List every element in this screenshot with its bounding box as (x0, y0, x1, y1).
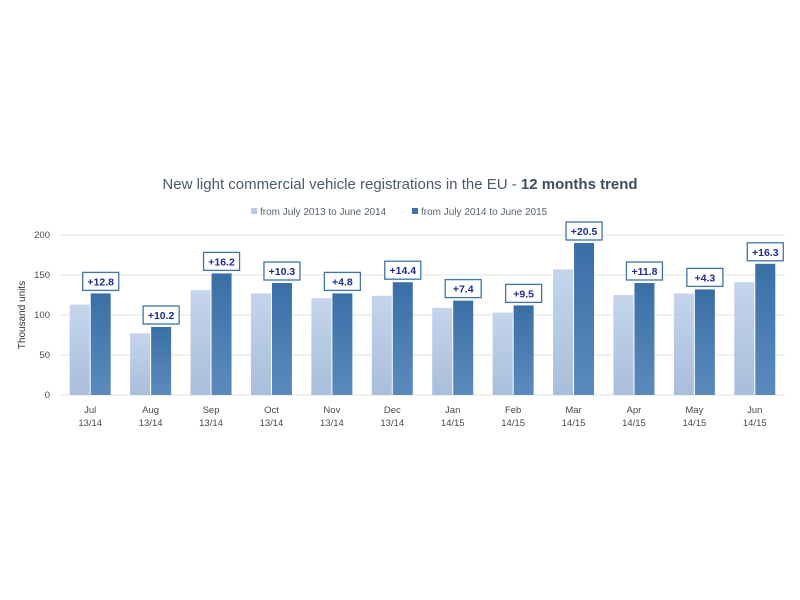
grid-lines (60, 234, 785, 396)
x-tick-label: Aug (142, 405, 159, 416)
bar-2013-14 (734, 282, 755, 395)
bar-2013-14 (553, 269, 574, 395)
x-tick-sublabel: 14/15 (622, 418, 646, 429)
change-label: +4.8 (332, 276, 353, 288)
y-tick-label: 100 (34, 310, 50, 321)
bar-2014-15 (755, 263, 776, 395)
change-label-box (565, 221, 603, 241)
y-tick-labels: 0 50 100 150 200 (34, 230, 50, 401)
bar-2014-15 (151, 327, 172, 395)
change-label-box (686, 267, 724, 288)
x-tick-sublabel: 13/14 (380, 418, 404, 429)
bar-2014-15 (513, 305, 534, 395)
change-label-box (82, 271, 120, 292)
bar-2013-14 (613, 295, 634, 395)
bar-2013-14 (311, 298, 332, 395)
change-label-box (142, 305, 180, 325)
bar-2014-15 (211, 273, 232, 395)
bar-2013-14 (492, 312, 513, 395)
bar-2014-15 (271, 283, 292, 395)
x-tick-label: Feb (505, 405, 521, 416)
x-tick-sublabel: 13/14 (78, 418, 102, 429)
change-label: +11.8 (631, 266, 657, 278)
change-label: +9.5 (513, 288, 534, 300)
change-label: +20.5 (571, 226, 598, 238)
x-tick-label: Apr (627, 405, 642, 416)
x-tick-sublabel: 14/15 (562, 418, 586, 429)
bar-2013-14 (190, 290, 211, 395)
change-label-box (263, 261, 301, 281)
bar-2013-14 (432, 307, 453, 395)
change-label-box (444, 278, 482, 299)
change-label: +12.8 (87, 276, 114, 288)
bar-2013-14 (250, 293, 271, 395)
y-axis-label: Thousand units (17, 281, 28, 349)
x-tick-label: Nov (323, 405, 340, 416)
x-tick-label: Dec (384, 405, 401, 416)
x-tick-sublabel: 14/15 (743, 418, 767, 429)
y-tick-label: 200 (34, 230, 50, 241)
change-labels: +12.8 +10.2 +16.2 +10.3 +4.8 +14.4 +7.4 +9.5 +20… (82, 221, 784, 325)
bar-2013-14 (130, 333, 151, 395)
x-tick-label: Jul (84, 405, 96, 416)
y-tick-label: 0 (45, 390, 50, 401)
x-tick-sublabel: 13/14 (139, 418, 163, 429)
chart-title-bold: 12 months trend (521, 176, 638, 193)
chart-title: New light commercial vehicle registratio… (162, 176, 637, 193)
x-tick-sublabel: 14/15 (501, 418, 525, 429)
bar-2013-14 (371, 295, 392, 395)
x-tick-label: May (685, 405, 703, 416)
legend-label-2013-14: from July 2013 to June 2014 (260, 207, 387, 218)
chart-title-main: New light commercial vehicle registratio… (162, 176, 520, 193)
x-tick-sublabel: 13/14 (320, 418, 344, 429)
bar-2013-14 (69, 304, 90, 395)
bar-2014-15 (634, 283, 655, 395)
bars (69, 243, 776, 395)
change-label: +10.2 (148, 310, 175, 322)
change-label: +14.4 (390, 265, 417, 277)
bar-2014-15 (453, 300, 474, 395)
change-label: +16.2 (208, 256, 235, 268)
change-label-box (746, 242, 784, 262)
x-tick-label: Sep (203, 405, 220, 416)
x-tick-sublabel: 14/15 (441, 418, 465, 429)
x-tick-sublabel: 14/15 (682, 418, 706, 429)
x-tick-label: Oct (264, 405, 279, 416)
change-label-box (202, 251, 241, 272)
change-label-box (625, 261, 664, 281)
legend-swatch-2014-15 (412, 208, 418, 214)
bar-2014-15 (694, 289, 715, 395)
y-tick-label: 150 (34, 270, 50, 281)
bar-2014-15 (574, 243, 595, 395)
x-tick-label: Jun (747, 405, 762, 416)
bar-2014-15 (90, 293, 111, 395)
legend-swatch-2013-14 (251, 208, 257, 214)
x-tick-sublabel: 13/14 (260, 418, 284, 429)
x-tick-labels: Jul 13/14 Aug 13/14 Sep 13/14 Oct 13/14 Nov 13/14… (78, 405, 766, 429)
x-tick-sublabel: 13/14 (199, 418, 223, 429)
change-label-box (504, 283, 543, 304)
legend: from July 2013 to June 2014 from July 20… (251, 207, 548, 218)
bar-2014-15 (332, 293, 353, 395)
change-label: +16.3 (752, 247, 779, 259)
legend-label-2014-15: from July 2014 to June 2015 (421, 207, 548, 218)
change-label-box (323, 271, 362, 292)
bar-2013-14 (673, 293, 694, 395)
bar-2014-15 (392, 282, 413, 395)
change-label: +10.3 (269, 266, 296, 278)
x-tick-label: Jan (445, 405, 460, 416)
change-label: +7.4 (453, 284, 474, 296)
change-label-box (384, 260, 422, 280)
y-tick-label: 50 (39, 350, 50, 361)
change-label: +4.3 (695, 272, 716, 284)
x-tick-label: Mar (565, 405, 581, 416)
